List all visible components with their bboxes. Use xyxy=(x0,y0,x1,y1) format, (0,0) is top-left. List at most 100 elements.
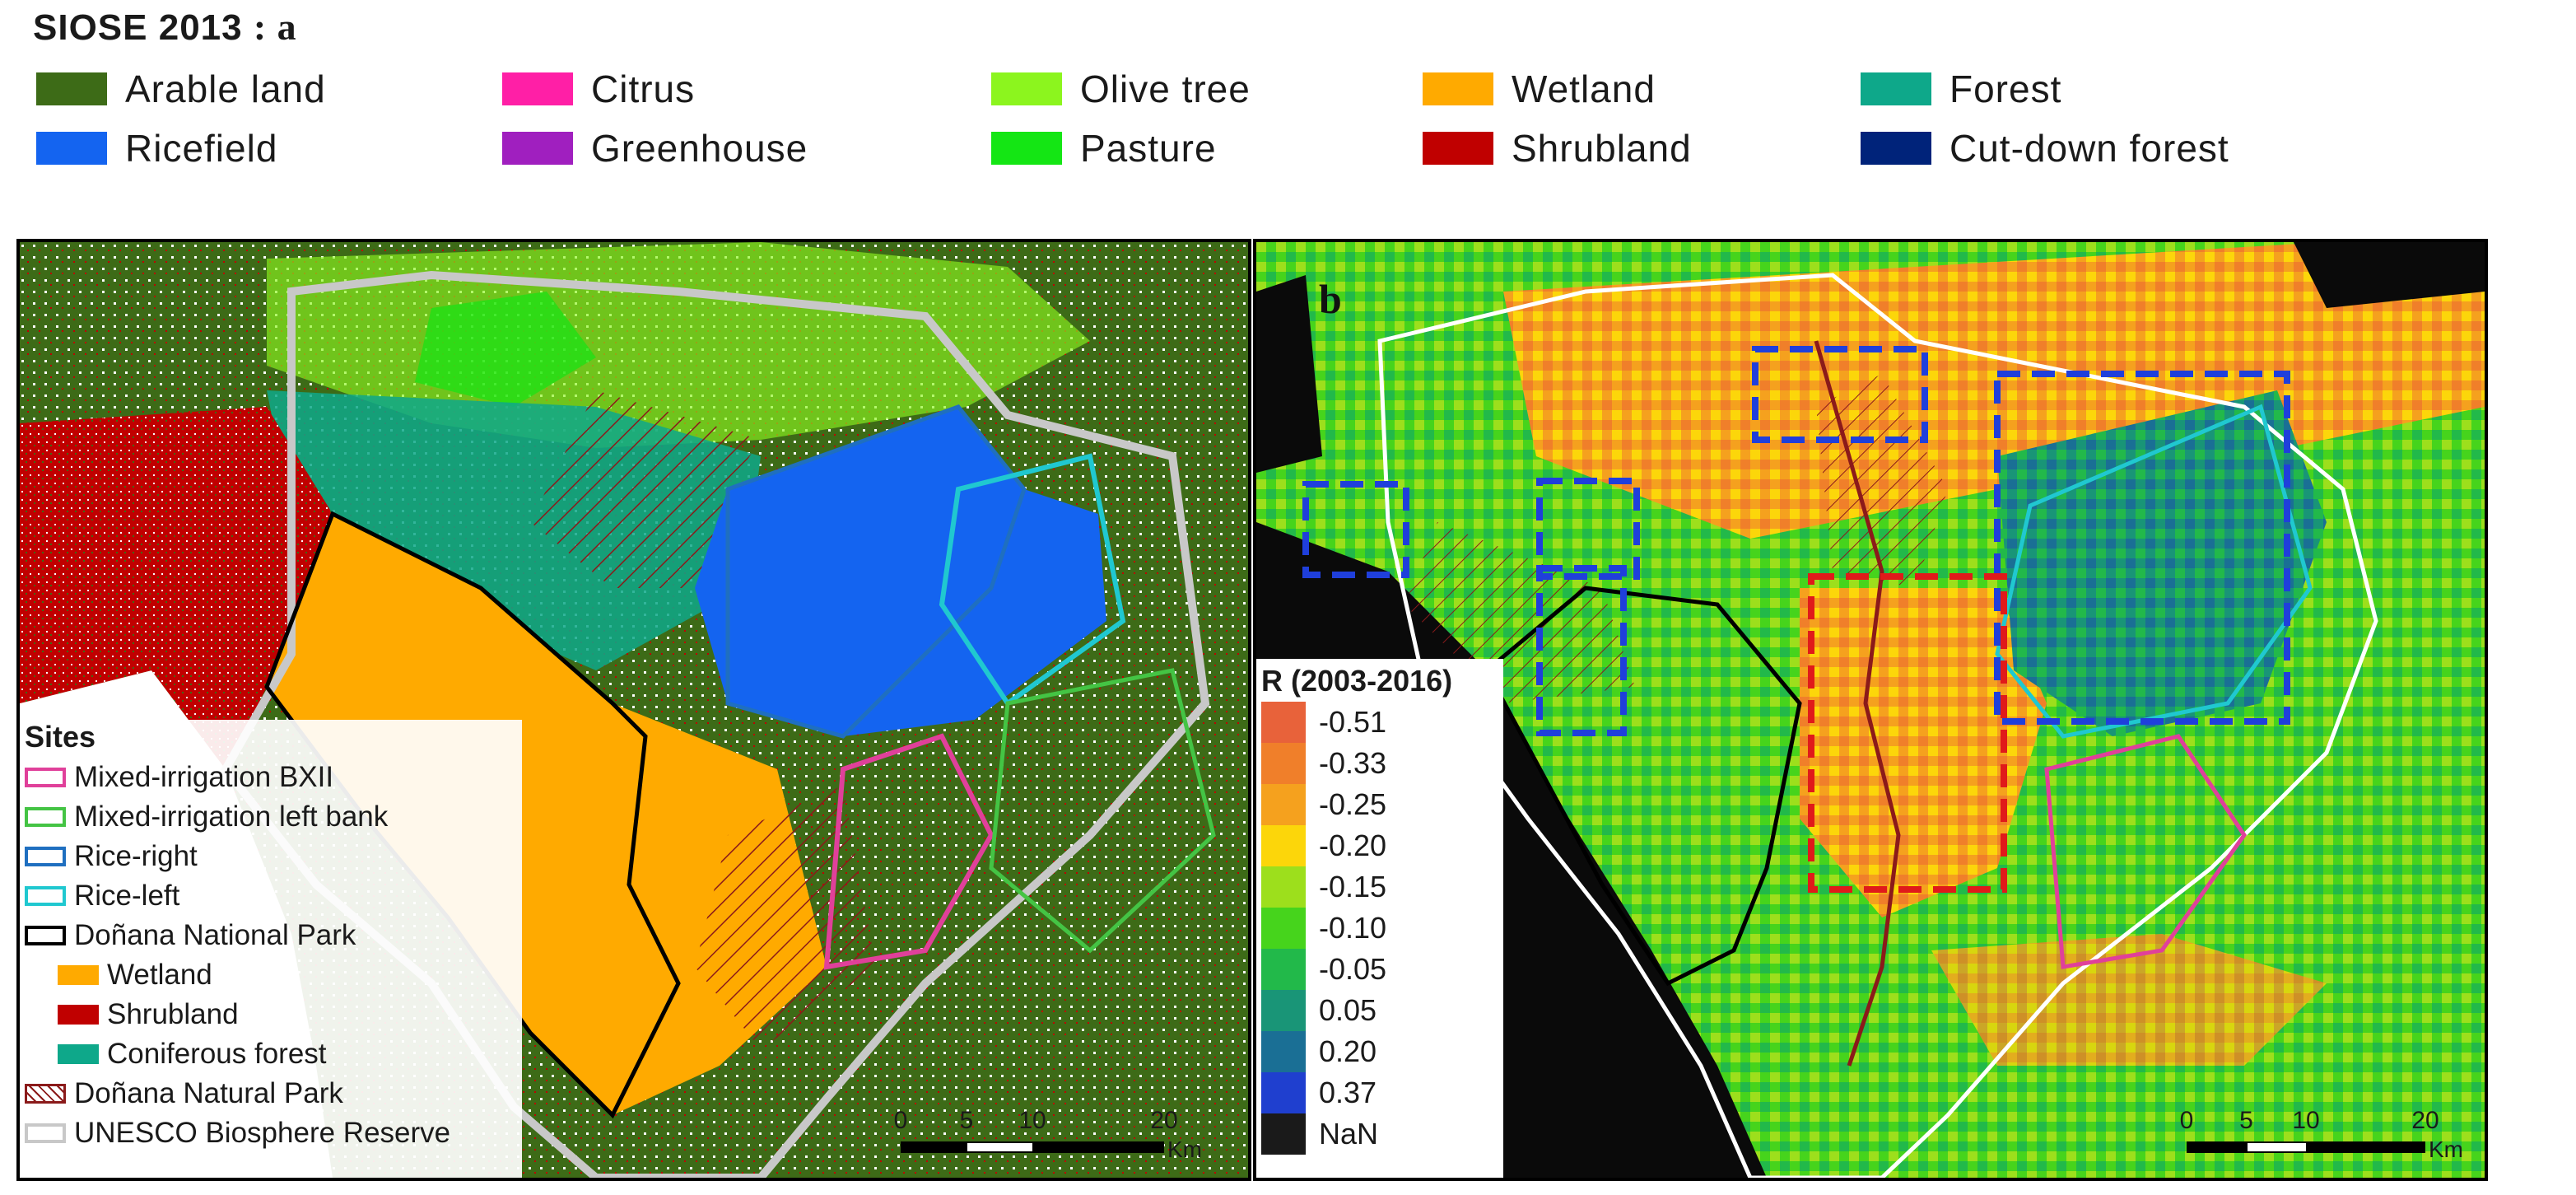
sites-legend-item: Rice-left xyxy=(20,876,522,916)
sites-legend-title: Sites xyxy=(25,720,96,754)
scale-tick: 20 xyxy=(1150,1107,1178,1134)
site-swatch xyxy=(25,768,66,787)
dashed-box-blue-3 xyxy=(1536,565,1627,736)
panel-a-letter: : a xyxy=(253,6,297,48)
sites-legend-item: Shrubland xyxy=(20,995,522,1034)
r-legend-title: R (2003-2016) xyxy=(1261,664,1453,698)
land-use-legend-item: Arable land xyxy=(36,64,326,114)
site-swatch xyxy=(25,1084,66,1104)
site-label: Doñana Natural Park xyxy=(74,1077,343,1109)
natural-park-hatch xyxy=(530,390,761,588)
legend-swatch xyxy=(1423,72,1493,105)
scale-segment xyxy=(2247,1143,2306,1151)
r-label: -0.51 xyxy=(1319,705,1387,739)
mixed-irrigation-bxii-outline-b xyxy=(2044,734,2248,969)
r-swatch xyxy=(1261,990,1306,1031)
rice-left-outline-b xyxy=(1995,404,2313,739)
natural-park-hatch-b-north xyxy=(1816,374,1948,588)
land-use-legend-item: Shrubland xyxy=(1423,124,1692,173)
r-legend-item: 0.20 xyxy=(1256,1031,1503,1072)
dashed-box-red xyxy=(1808,573,2007,893)
scale-segment xyxy=(1032,1143,1162,1151)
r-label: -0.10 xyxy=(1319,911,1387,945)
scalebar-b: 0 5 10 20 Km xyxy=(2178,1107,2467,1162)
ricefield-area xyxy=(695,407,1106,736)
scale-ticks: 0 5 10 20 xyxy=(892,1107,1205,1140)
natural-park-hatch-south xyxy=(695,786,876,1049)
scale-segment xyxy=(2306,1143,2424,1151)
site-label: Mixed-irrigation left bank xyxy=(74,801,389,833)
r-swatch xyxy=(1261,784,1306,825)
nan-northwest xyxy=(1256,275,1322,473)
land-use-legend-item: Olive tree xyxy=(991,64,1251,114)
scale-segment xyxy=(902,1143,967,1151)
r-swatch xyxy=(1261,1072,1306,1113)
mixed-irrigation-left-bank-outline xyxy=(989,668,1216,954)
scale-segment xyxy=(2188,1143,2248,1151)
orange-correlation-east xyxy=(1931,934,2327,1066)
r-legend-item: -0.15 xyxy=(1256,866,1503,908)
sites-legend-item: Wetland xyxy=(20,955,522,995)
scale-tick: 0 xyxy=(2179,1107,2194,1134)
site-label: Coniferous forest xyxy=(107,1038,327,1070)
r-swatch xyxy=(1261,743,1306,784)
shrubland-west xyxy=(20,407,333,769)
r-legend-item: -0.25 xyxy=(1256,784,1503,825)
legend-swatch xyxy=(502,132,573,165)
legend-label: Olive tree xyxy=(1080,68,1251,110)
site-label: Shrubland xyxy=(107,998,239,1030)
dashed-box-blue-4 xyxy=(1752,346,1928,443)
site-swatch xyxy=(25,1123,66,1143)
scale-tick: 5 xyxy=(959,1107,974,1134)
wetland-area xyxy=(267,514,827,1115)
sites-legend-item: Coniferous forest xyxy=(20,1034,522,1074)
site-swatch xyxy=(25,886,66,906)
r-legend-items: -0.51 -0.33 -0.25 -0.20 -0.15 -0.10 -0.05 0.05 0… xyxy=(1256,702,1503,1155)
dashed-box-blue-5 xyxy=(1994,371,2290,725)
legend-swatch xyxy=(1861,132,1931,165)
unesco-reserve-outline-b xyxy=(1377,273,2378,1178)
legend-swatch xyxy=(36,132,107,165)
dashed-box-blue-2 xyxy=(1536,478,1640,580)
scale-ticks: 0 5 10 20 xyxy=(2178,1107,2467,1140)
sites-legend-items: Mixed-irrigation BXII Mixed-irrigation le… xyxy=(20,758,522,1153)
r-label: 0.20 xyxy=(1319,1034,1377,1068)
map-panel-a: Sites Mixed-irrigation BXII Mixed-irrigat… xyxy=(16,239,1251,1181)
site-swatch xyxy=(25,847,66,866)
dashed-box-blue-1 xyxy=(1302,481,1409,578)
site-label: Rice-left xyxy=(74,880,180,912)
rice-right-outline xyxy=(725,404,1027,739)
map-panel-b: b R (2003-2016) -0.51 -0.33 -0.25 -0.20 -0.1… xyxy=(1253,239,2488,1181)
land-use-legend-item: Cut-down forest xyxy=(1861,124,2229,173)
r-legend-item: -0.05 xyxy=(1256,949,1503,990)
sites-legend: Sites Mixed-irrigation BXII Mixed-irrigat… xyxy=(20,720,522,1178)
legend-swatch xyxy=(1423,132,1493,165)
natural-park-hatch-b xyxy=(1404,522,1635,703)
r-legend-item: -0.33 xyxy=(1256,743,1503,784)
pasture-patches xyxy=(415,292,596,407)
legend-label: Pasture xyxy=(1080,127,1217,170)
site-swatch xyxy=(58,965,99,985)
panel-b-letter: b xyxy=(1319,276,1342,322)
site-swatch xyxy=(58,1044,99,1064)
figure-title: SIOSE 2013 : a xyxy=(33,5,297,49)
r-label: NaN xyxy=(1319,1117,1379,1151)
sites-legend-item: Doñana National Park xyxy=(20,916,522,955)
land-use-map xyxy=(20,242,1248,1178)
site-label: UNESCO Biosphere Reserve xyxy=(74,1117,451,1149)
r-legend-item: NaN xyxy=(1256,1113,1503,1155)
r-label: -0.15 xyxy=(1319,870,1387,903)
sites-legend-item: Rice-right xyxy=(20,837,522,876)
legend-label: Forest xyxy=(1949,68,2062,110)
r-swatch xyxy=(1261,866,1306,908)
site-label: Doñana National Park xyxy=(74,919,356,951)
teal-correlation-rice xyxy=(1997,390,2327,736)
r-legend-item: 0.37 xyxy=(1256,1072,1503,1113)
r-label: -0.05 xyxy=(1319,952,1387,986)
legend-swatch xyxy=(1861,72,1931,105)
land-use-legend: Arable land Citrus Olive tree Wetland Forest… xyxy=(36,64,2424,188)
rice-left-outline xyxy=(939,453,1126,707)
scale-tick: 20 xyxy=(2411,1107,2439,1134)
nan-northeast xyxy=(2294,242,2485,308)
figure-title-text: SIOSE 2013 xyxy=(33,7,243,48)
